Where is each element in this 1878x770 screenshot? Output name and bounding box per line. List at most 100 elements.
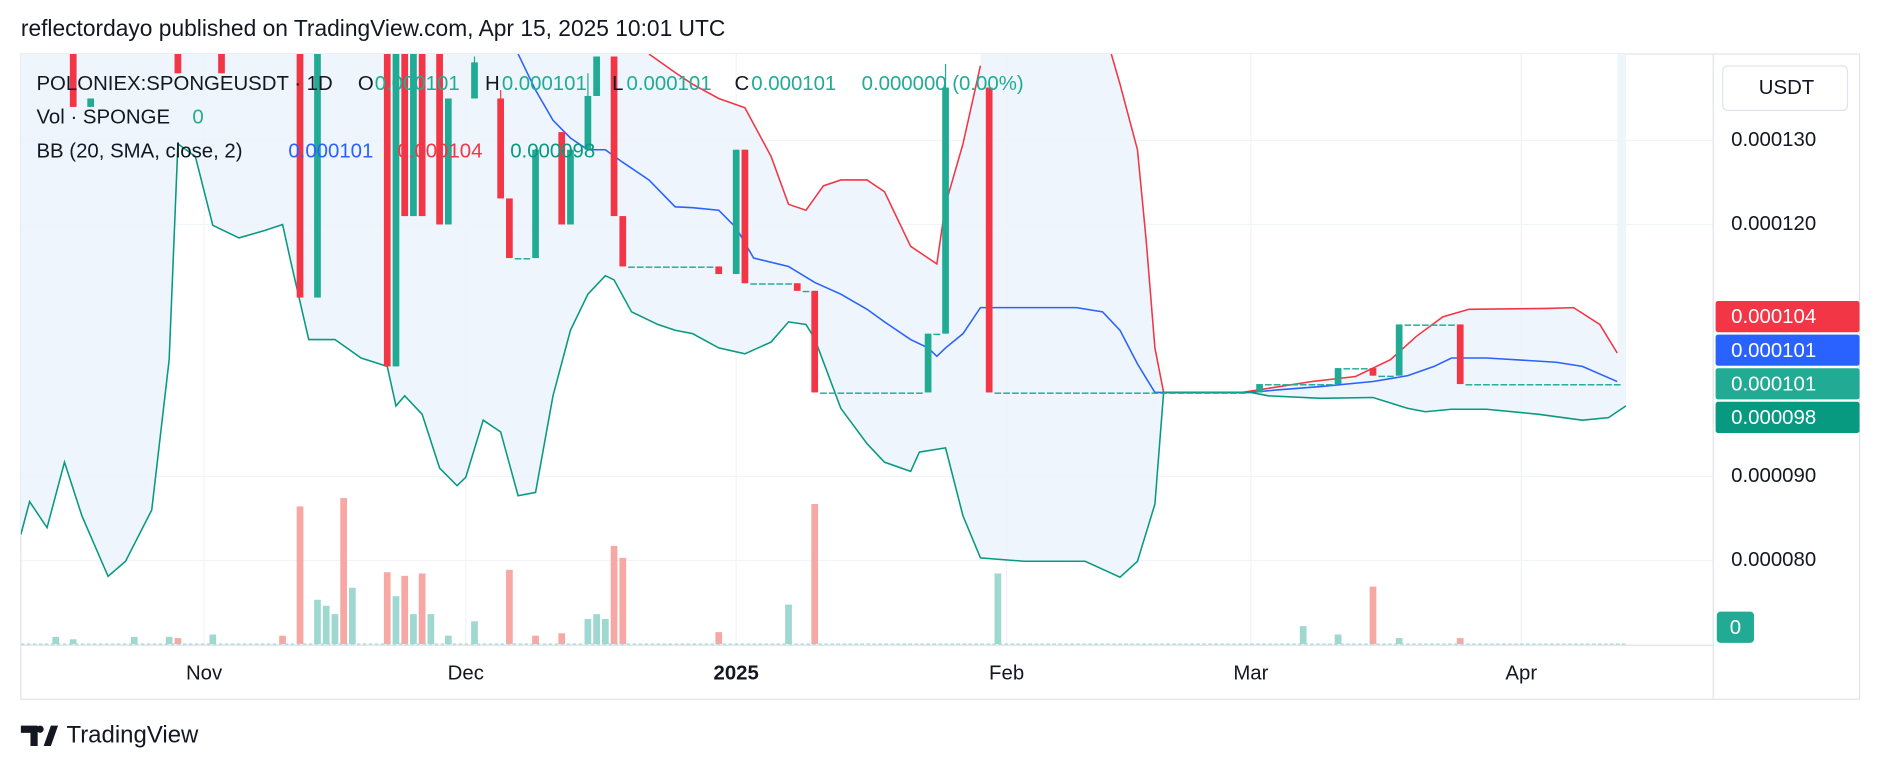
- y-tick-label: 0.000130: [1731, 129, 1816, 151]
- candle-body: [785, 283, 792, 285]
- candle-body: [1099, 392, 1106, 394]
- candle-body: [1221, 392, 1229, 394]
- band-mask: [1111, 53, 1618, 393]
- volume-bar: [410, 614, 417, 645]
- candle-body: [1343, 368, 1351, 370]
- candle-body: [1195, 392, 1202, 394]
- candle-body: [619, 216, 627, 267]
- candle-body: [1334, 368, 1342, 385]
- volume-tag-label: 0: [1730, 617, 1741, 639]
- candle-body: [1474, 384, 1482, 386]
- candle-body: [1308, 384, 1316, 386]
- candle-body: [1134, 392, 1141, 394]
- candle-body: [1317, 384, 1325, 386]
- x-tick-label: Apr: [1505, 662, 1537, 684]
- publish-header: reflectordayo published on TradingView.c…: [21, 15, 725, 41]
- candle-body: [645, 266, 653, 268]
- candle-body: [593, 56, 600, 96]
- price-tag: [1715, 301, 1860, 333]
- band-line-lower: [20, 142, 1627, 579]
- candle-body: [1430, 324, 1438, 326]
- candle-body: [715, 266, 723, 275]
- candle-body: [1238, 392, 1246, 394]
- candle-body: [628, 266, 635, 268]
- legend-value: 0.000101: [627, 74, 712, 96]
- candle-body: [793, 283, 801, 291]
- candle-body: [1090, 392, 1098, 394]
- legend-bb-lower: 0.000098: [510, 141, 595, 163]
- price-tag-label: 0.000101: [1731, 340, 1816, 362]
- legend-key: O: [358, 74, 374, 96]
- candle-body: [69, 53, 77, 107]
- candle-body: [1439, 324, 1447, 326]
- candle-body: [1352, 368, 1359, 370]
- volume-bar: [1299, 626, 1307, 645]
- price-tag: [1715, 401, 1860, 433]
- candle-body: [567, 149, 574, 225]
- candle-body: [174, 53, 182, 74]
- legend-value: 0.000101: [751, 74, 836, 96]
- y-tick-label: 0.000090: [1731, 465, 1816, 487]
- candle-body: [497, 98, 505, 199]
- volume-bar: [1334, 634, 1342, 645]
- candle-body: [837, 392, 845, 394]
- candle-body: [942, 87, 949, 334]
- candle-body: [1465, 384, 1473, 386]
- candle-body: [680, 266, 688, 268]
- currency-button[interactable]: [1722, 65, 1849, 111]
- legend-bb-name: BB (20, SMA, close, 2): [36, 141, 242, 163]
- candle-body: [1395, 324, 1403, 376]
- candle-body: [1230, 392, 1237, 394]
- volume-bar: [610, 545, 618, 645]
- candle-body: [1570, 384, 1577, 386]
- candle-body: [1544, 384, 1551, 386]
- volume-bar: [209, 634, 217, 645]
- candle-body: [1212, 392, 1220, 394]
- candle-body: [1203, 392, 1211, 394]
- candle-body: [506, 198, 513, 259]
- candle-body: [1535, 384, 1543, 386]
- volume-bar: [471, 621, 478, 645]
- x-tick-label: Nov: [186, 662, 223, 684]
- candle-body: [1177, 392, 1185, 394]
- volume-bar: [418, 573, 426, 645]
- candle-body: [1299, 384, 1307, 386]
- logo-text: TradingView: [66, 722, 199, 749]
- candle-body: [663, 266, 670, 268]
- candle-body: [924, 333, 932, 393]
- legend-volume-name: Vol · SPONGE: [36, 107, 170, 129]
- volume-bar: [349, 587, 356, 645]
- volume-bar: [314, 599, 321, 645]
- candle-body: [1526, 384, 1534, 386]
- candle-body: [933, 333, 941, 336]
- band-mask: [648, 53, 981, 264]
- y-tick-label: 0.000120: [1731, 213, 1816, 235]
- volume-bar: [1395, 638, 1403, 645]
- candle-body: [1500, 384, 1508, 386]
- candle-body: [1517, 384, 1525, 386]
- legend-volume-value: 0: [192, 107, 203, 129]
- x-tick-label: Feb: [989, 662, 1024, 684]
- volume-bar: [558, 633, 566, 645]
- candle-body: [898, 392, 906, 394]
- candle-body: [1387, 375, 1394, 378]
- candle-body: [1029, 392, 1037, 394]
- candle-body: [1020, 392, 1028, 394]
- candle-body: [418, 53, 426, 217]
- candle-body: [732, 149, 740, 275]
- candle-body: [392, 53, 400, 367]
- volume-bar: [383, 572, 391, 645]
- candle-body: [741, 149, 749, 284]
- candle-body: [881, 392, 888, 394]
- candle-body: [846, 392, 853, 394]
- candle-body: [994, 392, 1002, 394]
- candle-body: [1360, 368, 1368, 370]
- volume-bar: [601, 618, 609, 645]
- volume-bar: [506, 569, 513, 645]
- candle-body: [1003, 392, 1010, 394]
- candle-body: [218, 53, 225, 74]
- volume-bar: [593, 614, 600, 645]
- volume-bar: [401, 575, 409, 645]
- volume-bar: [52, 636, 60, 645]
- candle-body: [383, 53, 391, 367]
